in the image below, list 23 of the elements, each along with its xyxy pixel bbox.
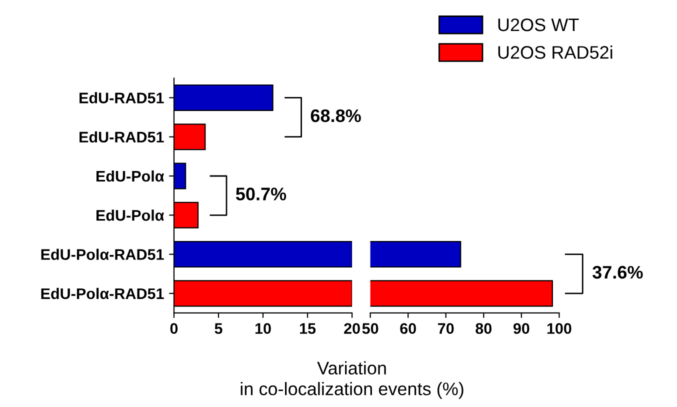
x-tick-label: 80 [476, 323, 492, 334]
x-axis-title: Variation in co-localization events (%) [240, 361, 464, 399]
annotation: 68.8% [310, 109, 361, 122]
x-tick-label: 100 [547, 323, 572, 334]
x-tick-label: 0 [170, 323, 178, 334]
x-tick-label: 20 [344, 323, 360, 334]
y-tick-label: EdU-RAD51 [80, 131, 164, 143]
y-tick-label: EdU-Polα-RAD51 [41, 288, 164, 300]
x-tick-label: 5 [214, 323, 222, 334]
y-tick-label: EdU-Polα [96, 170, 164, 182]
text: 37.6% [592, 266, 643, 279]
annotation: 50.7% [236, 188, 286, 200]
x-tick-label: 70 [438, 323, 454, 334]
x-tick-label: 15 [300, 323, 316, 334]
y-tick-label: EdU-Polα-RAD51 [41, 248, 164, 260]
legend-label: U2OS WT [498, 18, 579, 32]
x-tick-label: 90 [513, 323, 530, 334]
x-tick-label: 50 [362, 323, 378, 334]
y-tick-label: EdU-RAD51 [80, 92, 164, 104]
x-tick-label: 10 [255, 323, 271, 334]
x-tick-label: 60 [400, 323, 416, 334]
legend-label: U2OS RAD52i [498, 46, 612, 59]
y-tick-label: EdU-Polα [96, 210, 164, 221]
